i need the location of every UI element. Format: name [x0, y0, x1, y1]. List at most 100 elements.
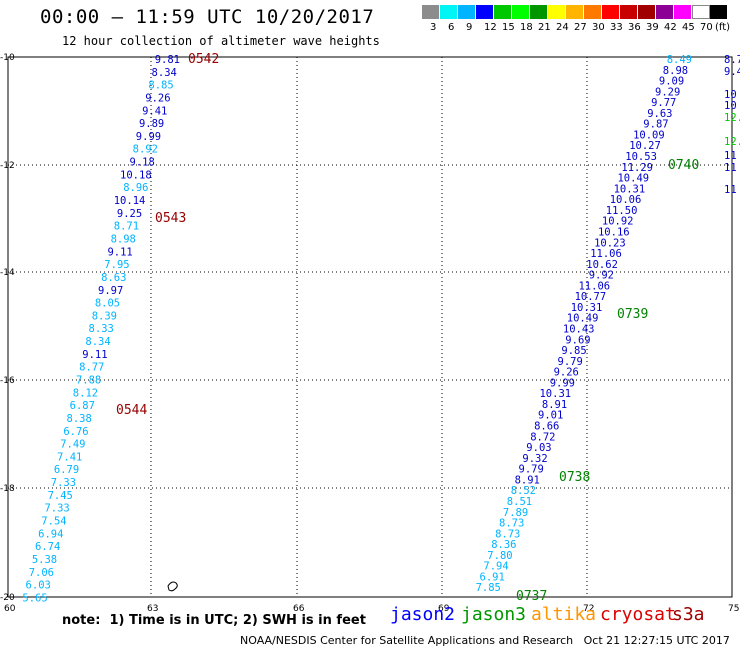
wave-height-value: 9.99 — [136, 131, 161, 143]
legend-swatch — [584, 5, 602, 19]
wave-height-value-edge: 11 — [724, 184, 737, 196]
wave-height-value: 10.43 — [563, 324, 595, 336]
wave-height-value: 11.50 — [606, 205, 638, 217]
legend-tick-label: 3 — [430, 22, 437, 33]
wave-height-value: 8.39 — [92, 310, 117, 322]
wave-height-value: 9.26 — [554, 367, 579, 379]
wave-height-value: 9.25 — [117, 208, 142, 220]
pass-time-label: 0737 — [516, 589, 547, 604]
wave-height-value: 10.53 — [625, 151, 657, 163]
wave-height-value: 11.06 — [590, 248, 622, 260]
wave-height-value: 10.92 — [602, 216, 634, 228]
wave-height-value: 8.91 — [515, 474, 540, 486]
legend-swatch — [476, 5, 494, 19]
wave-height-value: 6.76 — [63, 426, 88, 438]
y-axis-label: -14 — [0, 268, 15, 278]
map-title: 00:00 – 11:59 UTC 10/20/2017 — [40, 6, 375, 28]
color-legend — [422, 5, 728, 19]
y-axis-label: -10 — [0, 53, 15, 63]
wave-height-value: 9.26 — [145, 92, 170, 104]
wave-height-value: 11.06 — [578, 280, 610, 292]
legend-tick-label: 15 — [502, 22, 515, 33]
wave-height-value: 6.91 — [480, 571, 505, 583]
wave-height-value: 7.49 — [60, 439, 85, 451]
x-axis-label: 63 — [147, 604, 158, 614]
wave-height-value: 9.85 — [561, 345, 586, 357]
pass-time-label: 0543 — [155, 211, 186, 226]
x-axis-label: 72 — [583, 604, 594, 614]
satellite-label-jason3: jason3 — [461, 604, 527, 625]
pass-time-label: 0542 — [188, 52, 219, 67]
legend-swatch — [566, 5, 584, 19]
legend-swatch — [656, 5, 674, 19]
legend-tick-label: 9 — [466, 22, 473, 33]
wave-height-value: 10.09 — [633, 129, 665, 141]
wave-height-value: 8.98 — [663, 65, 688, 77]
wave-height-value: 7.94 — [483, 561, 508, 573]
wave-height-value: 10.16 — [598, 226, 630, 238]
x-axis-label: 66 — [293, 604, 305, 614]
wave-height-value: 10.49 — [617, 173, 649, 185]
wave-height-value: 8.92 — [133, 144, 158, 156]
wave-height-value: 5.38 — [32, 554, 57, 566]
wave-height-value: 8.12 — [73, 387, 98, 399]
x-axis-label: 75 — [728, 604, 739, 614]
legend-swatch — [692, 5, 710, 19]
wave-height-value: 9.09 — [659, 76, 684, 88]
wave-height-value: 8.66 — [534, 421, 559, 433]
wave-height-value: 7.33 — [51, 477, 76, 489]
wave-height-value: 9.89 — [139, 118, 164, 130]
legend-tick-label: 70 — [700, 22, 713, 33]
wave-height-value: 9.77 — [651, 97, 676, 109]
wave-height-value: 9.03 — [526, 442, 551, 454]
pass-time-label: 0544 — [116, 403, 147, 418]
wave-height-value: 7.33 — [44, 503, 69, 515]
wave-height-value: 8.34 — [85, 336, 110, 348]
wave-height-value-edge: 12. — [724, 112, 740, 124]
island-outline — [167, 581, 178, 592]
y-axis-label: -16 — [0, 376, 15, 386]
map-frame — [7, 56, 733, 598]
wave-height-value: 5.65 — [22, 592, 47, 604]
wave-height-value-edge: 12. — [724, 136, 740, 148]
wave-height-value: 10.14 — [114, 195, 146, 207]
wave-height-value: 8.05 — [95, 298, 120, 310]
wave-height-value: 9.32 — [522, 453, 547, 465]
wave-height-value: 10.31 — [539, 388, 571, 400]
legend-swatch — [530, 5, 548, 19]
pass-time-label: 0739 — [617, 307, 648, 322]
y-axis-label: -20 — [0, 593, 15, 603]
wave-height-value: 9.99 — [550, 377, 575, 389]
credit-line: NOAA/NESDIS Center for Satellite Applica… — [240, 634, 730, 647]
legend-tick-label: 45 — [682, 22, 695, 33]
wave-height-value: 9.29 — [655, 86, 680, 98]
legend-tick-label: 42 — [664, 22, 677, 33]
wave-height-value: 8.85 — [148, 80, 173, 92]
wave-height-value: 8.63 — [101, 272, 126, 284]
wave-height-value: 8.51 — [507, 496, 532, 508]
wave-height-value: 6.03 — [26, 580, 51, 592]
wave-height-value: 10.49 — [567, 313, 599, 325]
wave-height-value: 10.06 — [610, 194, 642, 206]
wave-height-value: 8.73 — [499, 518, 524, 530]
wave-height-value: 8.98 — [111, 233, 136, 245]
pass-time-label: 0740 — [668, 158, 699, 173]
wave-height-value: 8.36 — [491, 539, 516, 551]
wave-height-value: 10.18 — [120, 169, 152, 181]
wave-height-value: 9.63 — [647, 108, 672, 120]
wave-height-value-edge: 9.4 — [724, 66, 740, 78]
legend-swatch — [548, 5, 566, 19]
satellite-label-cryosat: cryosat — [600, 604, 676, 625]
legend-swatch — [674, 5, 692, 19]
wave-height-value: 7.45 — [48, 490, 73, 502]
wave-height-value: 9.97 — [98, 285, 123, 297]
wave-height-value: 8.96 — [123, 182, 148, 194]
legend-tick-label: 39 — [646, 22, 659, 33]
wave-height-value: 8.34 — [152, 67, 177, 79]
wave-height-value: 9.79 — [519, 464, 544, 476]
legend-swatch — [422, 5, 440, 19]
wave-height-value: 9.81 — [155, 54, 180, 66]
wave-height-value: 8.73 — [495, 528, 520, 540]
satellite-label-altika: altika — [531, 604, 597, 625]
